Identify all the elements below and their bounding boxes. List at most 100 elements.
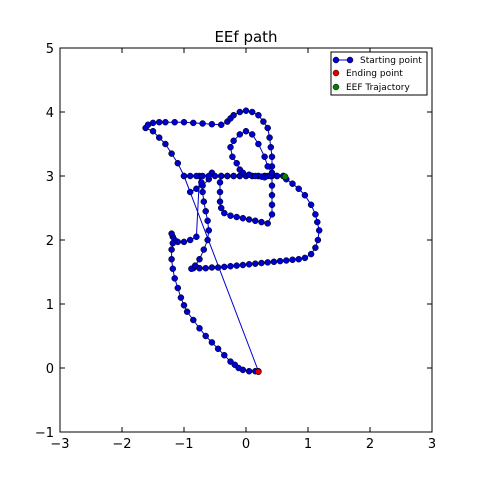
- data-point: [168, 255, 175, 263]
- data-point: [202, 207, 209, 215]
- data-point: [283, 257, 290, 264]
- data-point: [193, 233, 200, 241]
- series-0: [142, 107, 323, 375]
- data-point: [205, 227, 213, 234]
- x-tick-label: 2: [366, 437, 374, 452]
- data-point: [315, 227, 323, 234]
- data-point: [255, 111, 262, 119]
- x-tick-label: 1: [304, 437, 312, 452]
- data-point: [214, 264, 222, 271]
- data-point: [199, 172, 206, 180]
- data-point: [245, 367, 253, 375]
- y-tick-label: 1: [46, 298, 54, 313]
- data-point: [186, 172, 194, 180]
- data-point: [239, 169, 247, 177]
- data-point: [196, 255, 203, 263]
- legend: Starting point Ending point EEF Trajacto…: [330, 51, 428, 96]
- data-point: [168, 150, 175, 157]
- data-point: [211, 172, 219, 180]
- data-point: [312, 244, 319, 251]
- y-tick-label: 3: [46, 170, 54, 185]
- data-point: [264, 163, 271, 170]
- data-point: [180, 302, 188, 309]
- data-point: [233, 213, 240, 221]
- data-point: [217, 172, 225, 180]
- data-point: [221, 351, 228, 359]
- data-point: [233, 159, 240, 167]
- data-point: [242, 127, 250, 135]
- ticks-layer: −3 −2 −1 0 1 2 3 −1 0 1 2 3 4 5: [35, 42, 436, 452]
- data-point: [268, 191, 276, 199]
- data-point: [199, 188, 206, 196]
- data-point: [193, 185, 200, 193]
- data-point: [230, 172, 237, 180]
- data-point: [217, 121, 225, 129]
- y-tick-label: 0: [46, 362, 54, 377]
- data-point: [171, 118, 178, 126]
- data-point: [268, 211, 276, 218]
- data-point: [233, 262, 240, 269]
- data-point: [214, 345, 222, 353]
- x-tick-label: 3: [428, 437, 436, 452]
- data-point: [204, 217, 211, 225]
- data-point: [261, 153, 268, 161]
- data-point: [242, 107, 250, 114]
- data-point: [227, 358, 234, 365]
- data-point: [221, 209, 228, 217]
- data-point: [168, 246, 175, 253]
- data-point: [205, 172, 213, 180]
- data-point: [260, 118, 267, 125]
- data-point: [281, 173, 289, 180]
- data-point: [258, 218, 265, 226]
- data-point: [258, 259, 265, 267]
- data-point: [191, 262, 199, 269]
- data-point: [180, 172, 188, 180]
- data-point: [155, 134, 163, 141]
- data-point: [264, 124, 271, 132]
- data-point: [169, 239, 177, 247]
- data-point: [268, 201, 276, 209]
- data-point: [171, 275, 178, 282]
- data-point: [217, 204, 225, 212]
- data-point: [169, 265, 177, 273]
- data-point: [314, 218, 321, 226]
- data-point: [224, 172, 231, 180]
- data-point: [193, 172, 200, 180]
- legend-marker-starting-point-left: [332, 56, 340, 64]
- legend-marker-ending-point: [332, 69, 340, 77]
- data-point: [295, 185, 302, 193]
- data-point: [239, 366, 247, 374]
- data-point: [177, 294, 185, 301]
- series-1: [255, 368, 262, 376]
- data-point: [255, 368, 262, 376]
- data-point: [230, 137, 237, 145]
- data-point: [190, 119, 197, 127]
- data-point: [245, 171, 253, 178]
- data-point: [264, 220, 271, 227]
- x-tick-label: −3: [50, 437, 69, 452]
- data-point: [268, 169, 276, 177]
- data-point: [312, 211, 319, 218]
- data-point: [236, 131, 244, 138]
- data-point: [295, 255, 302, 263]
- chart-title: EEf path: [214, 28, 277, 46]
- data-point: [268, 153, 276, 161]
- data-point: [208, 339, 216, 346]
- data-point: [180, 118, 188, 126]
- data-point: [204, 236, 211, 244]
- data-point: [198, 179, 205, 186]
- data-point: [180, 238, 188, 246]
- data-point: [307, 201, 315, 209]
- data-point: [200, 246, 208, 253]
- legend-marker-eef-trajectory: [332, 83, 340, 91]
- data-layer: [142, 107, 323, 376]
- y-tick-label: 5: [46, 42, 54, 57]
- data-point: [307, 250, 315, 258]
- data-point: [229, 153, 236, 161]
- data-point: [289, 256, 296, 264]
- data-point: [155, 118, 163, 126]
- data-point: [245, 261, 253, 268]
- data-point: [216, 188, 224, 196]
- series-2: [281, 173, 289, 180]
